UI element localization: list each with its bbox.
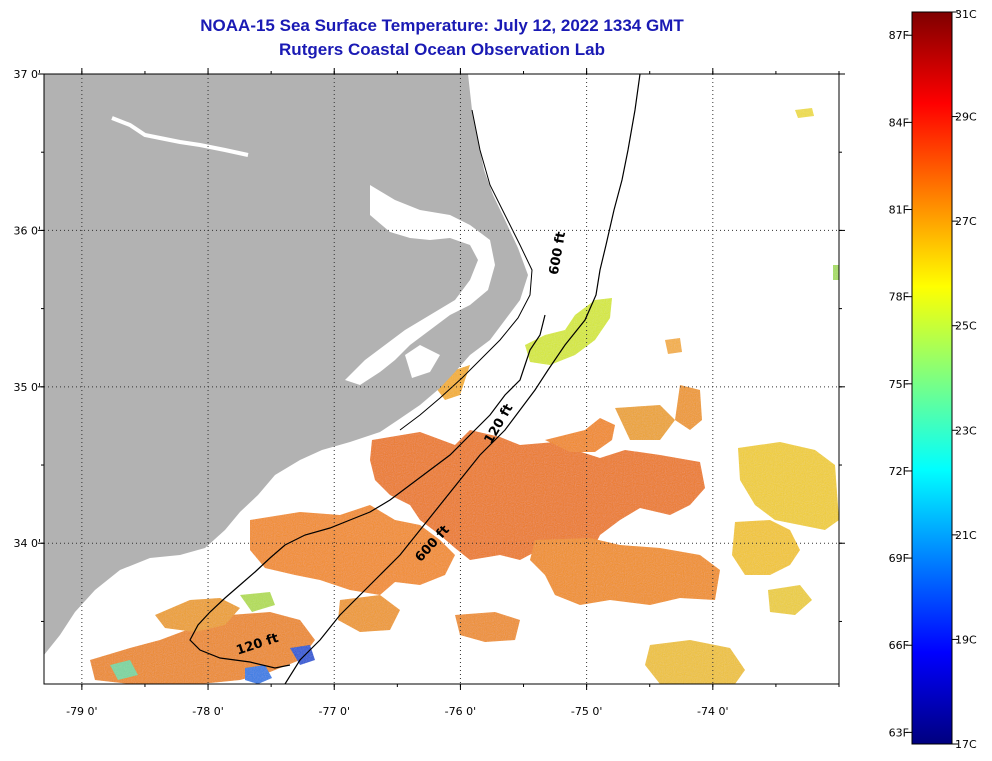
sst-patch <box>525 298 612 365</box>
sst-data-layer <box>90 108 839 684</box>
sst-patch <box>645 640 745 684</box>
title-line-1: NOAA-15 Sea Surface Temperature: July 12… <box>200 16 684 35</box>
river <box>111 116 249 157</box>
depth-label: 600 ft <box>547 231 569 276</box>
outer-banks <box>399 109 533 431</box>
lon-tick-label: -79 0' <box>66 705 98 718</box>
grid <box>44 74 839 684</box>
sst-patch <box>530 538 720 605</box>
sound-water <box>405 345 440 378</box>
lat-tick-label: 34 0' <box>13 537 41 550</box>
sst-patch <box>430 365 470 400</box>
lon-tick-label: -78 0' <box>192 705 224 718</box>
celsius-label: 27C <box>955 215 977 228</box>
sst-patch <box>675 385 702 430</box>
colorbar: 31C 29C 27C 25C 23C 21C 19C 17C 87F 84F 81F 78F 75F 7… <box>889 8 977 751</box>
celsius-label: 19C <box>955 633 977 646</box>
lat-tick-label: 36 0' <box>13 224 41 237</box>
sst-patch <box>110 660 138 680</box>
lon-tick-label: -75 0' <box>571 705 603 718</box>
sst-patch <box>245 665 272 684</box>
celsius-label: 25C <box>955 320 977 333</box>
sst-patch <box>455 612 520 642</box>
sst-patch <box>615 405 675 440</box>
isobath-120ft <box>189 314 546 669</box>
fahrenheit-label: 72F <box>889 465 909 478</box>
sst-patch <box>370 430 705 560</box>
celsius-label: 17C <box>955 738 977 751</box>
lon-tick-label: -74 0' <box>697 705 729 718</box>
fahrenheit-label: 87F <box>889 29 909 42</box>
lon-tick-label: -77 0' <box>318 705 350 718</box>
sst-patch <box>338 595 400 632</box>
sst-patch <box>240 592 275 612</box>
fahrenheit-label: 84F <box>889 116 909 129</box>
fahrenheit-label: 66F <box>889 639 909 652</box>
sst-patch <box>290 645 315 665</box>
sst-patch <box>738 442 839 530</box>
lat-tick-label: 35 0' <box>13 381 41 394</box>
lat-tick-label: 37 0' <box>13 68 41 81</box>
title-line-2: Rutgers Coastal Ocean Observation Lab <box>279 40 605 59</box>
celsius-label: 31C <box>955 8 977 21</box>
fahrenheit-label: 75F <box>889 378 909 391</box>
celsius-label: 29C <box>955 111 977 124</box>
fahrenheit-label: 81F <box>889 204 909 217</box>
sst-patch <box>250 505 455 595</box>
isobath-600ft <box>284 74 641 684</box>
sst-patch <box>665 338 682 354</box>
celsius-label: 21C <box>955 529 977 542</box>
fahrenheit-label: 78F <box>889 291 909 304</box>
axis-ticks: -79 0' -78 0' -77 0' -76 0' -75 0' -74 0' 37 0… <box>13 68 845 718</box>
lon-tick-label: -76 0' <box>445 705 477 718</box>
celsius-label: 23C <box>955 424 977 437</box>
sst-patch <box>833 265 839 280</box>
fahrenheit-label: 63F <box>889 726 909 739</box>
sound-water <box>345 185 495 385</box>
colorbar-ticks: 31C 29C 27C 25C 23C 21C 19C 17C 87F 84F 81F 78F 75F 7… <box>889 8 977 751</box>
map-border <box>43 73 840 685</box>
fahrenheit-label: 69F <box>889 552 909 565</box>
sst-patch <box>155 598 240 632</box>
sst-patch <box>795 108 814 118</box>
sst-patch <box>768 585 812 615</box>
sst-patch <box>732 520 800 575</box>
sst-patch <box>545 418 615 452</box>
colorbar-gradient <box>911 11 953 745</box>
